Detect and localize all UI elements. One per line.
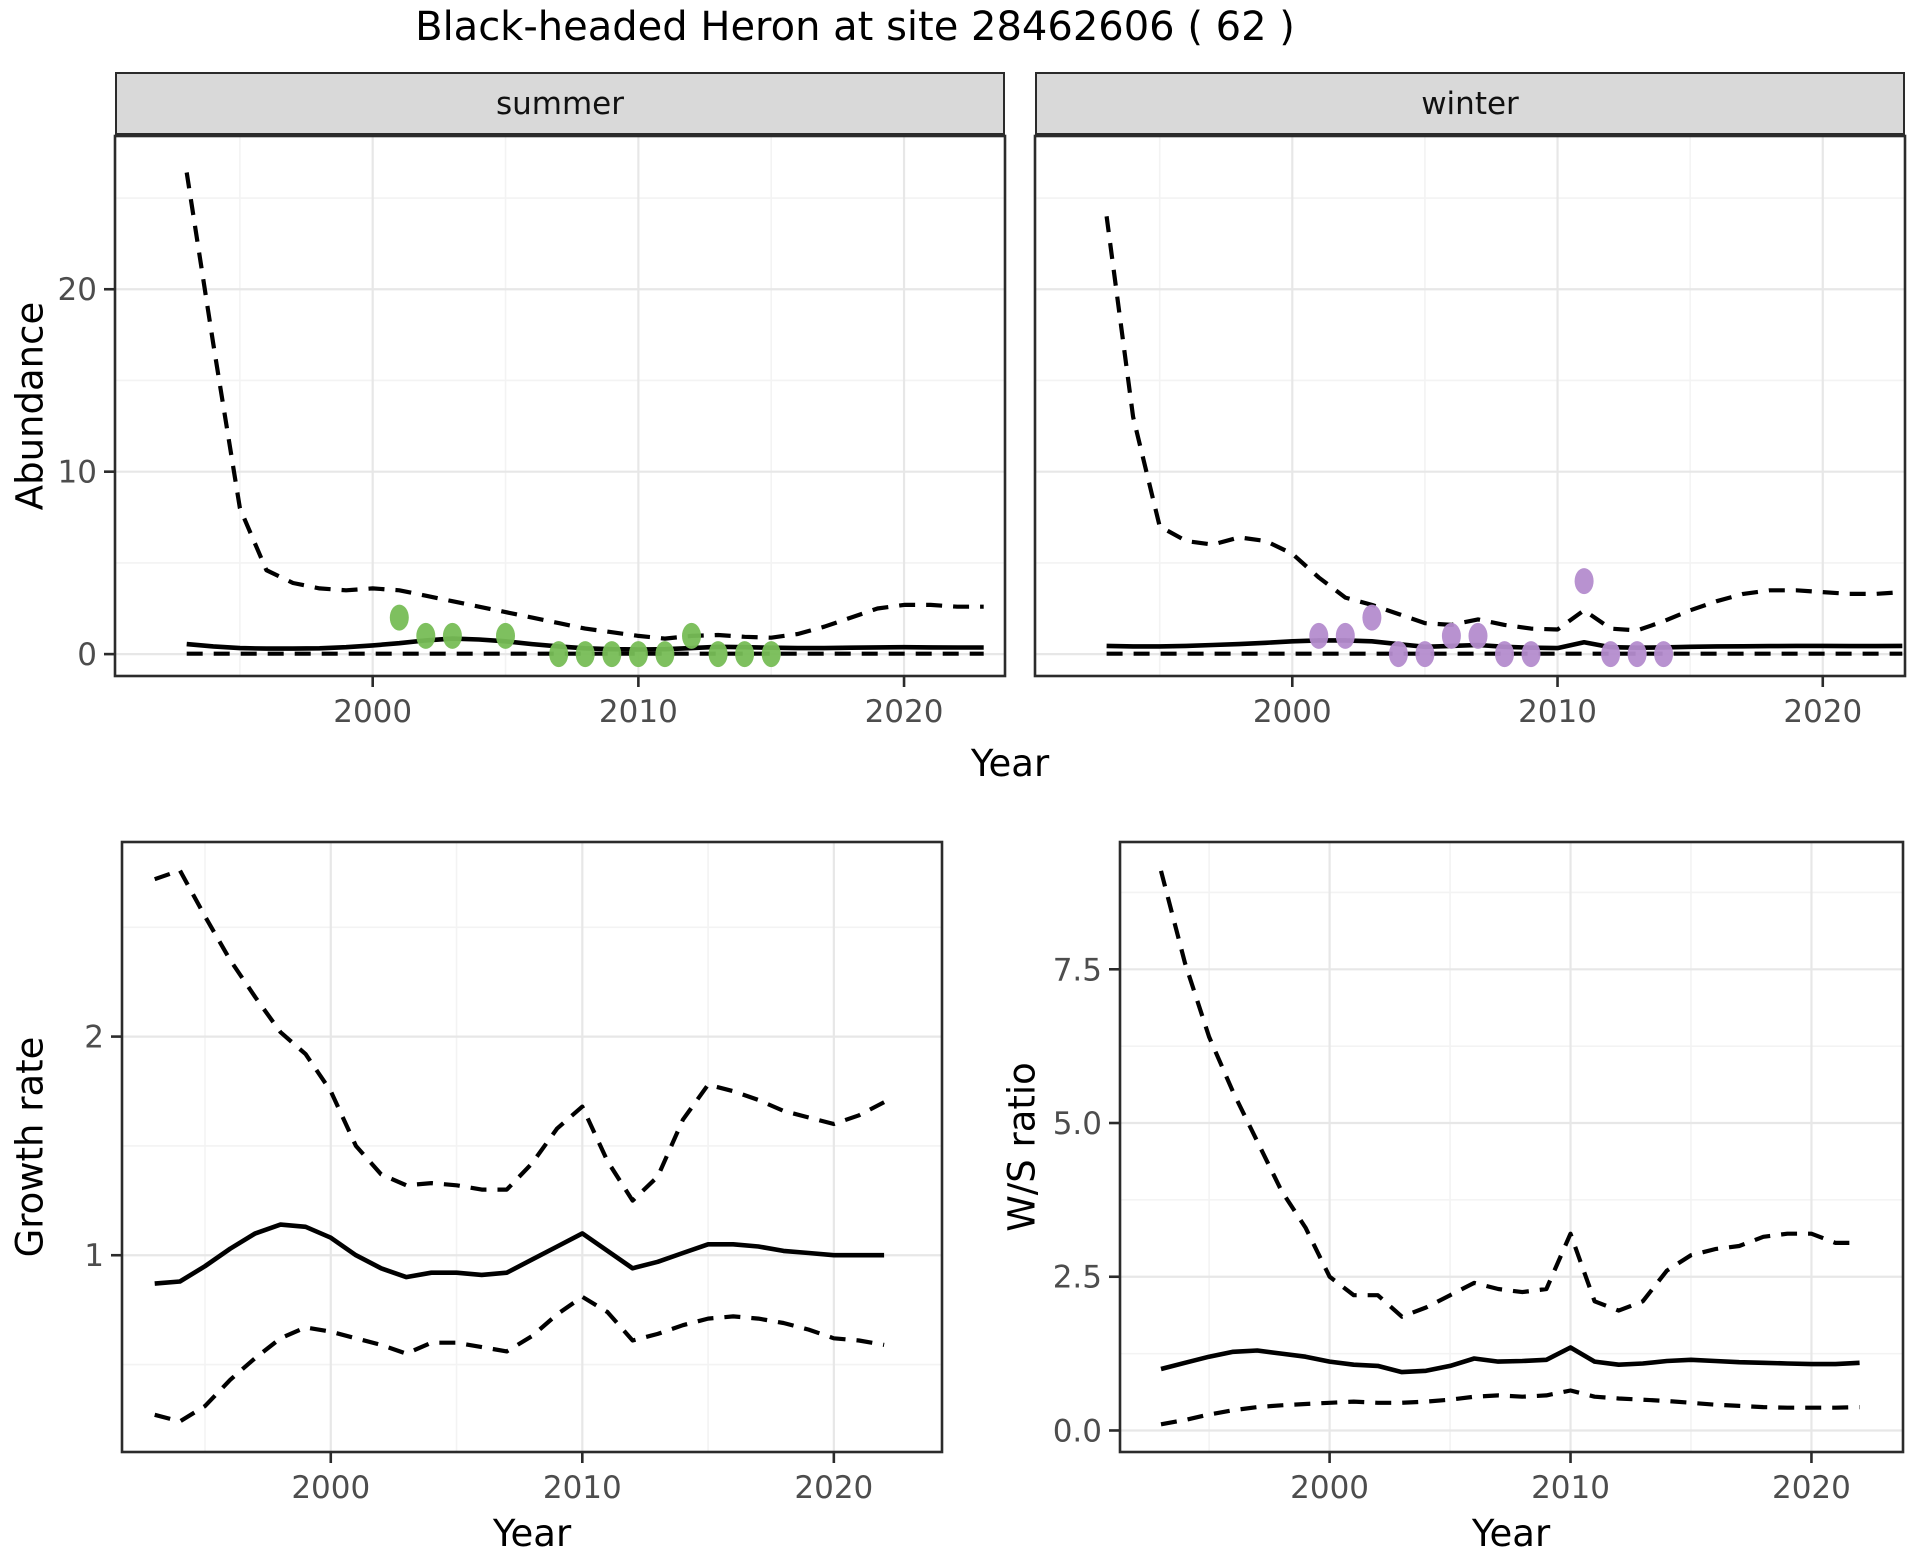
top-x-axis-title: Year <box>970 742 1050 785</box>
observation-point <box>1309 622 1329 649</box>
observation-point <box>1574 568 1594 595</box>
ws-x-axis-title: Year <box>1471 1512 1551 1555</box>
facet-strip-summer: summer <box>115 72 1005 135</box>
y-tick-label: 0 <box>77 637 97 673</box>
panel-background-growth <box>122 842 942 1452</box>
x-tick-label: 2000 <box>333 694 412 730</box>
y-tick-label: 2 <box>84 1020 104 1056</box>
y-tick-label: 1 <box>84 1238 104 1274</box>
observation-point <box>1521 641 1541 668</box>
observation-point <box>1495 641 1514 668</box>
facet-strip-winter-label: winter <box>1421 85 1519 122</box>
panel-border-ws <box>1118 840 1905 1454</box>
observation-point <box>1601 641 1621 668</box>
growth-x-axis-title: Year <box>492 1512 572 1555</box>
observation-point <box>761 641 781 668</box>
facet-strip-winter: winter <box>1035 72 1905 135</box>
x-tick-label: 2010 <box>1531 1470 1610 1506</box>
facet-strip-summer-label: summer <box>495 85 624 122</box>
observation-point <box>708 641 728 668</box>
observation-point <box>1441 622 1461 649</box>
panel-border-growth <box>120 840 944 1454</box>
series-upper_ci <box>154 868 886 1203</box>
observation-point <box>1627 641 1647 668</box>
observation-point <box>602 641 622 668</box>
y-tick-label: 2.5 <box>1053 1260 1102 1296</box>
x-tick-label: 2010 <box>543 1470 622 1506</box>
series-median <box>154 1222 885 1286</box>
x-tick-label: 2000 <box>1290 1470 1369 1506</box>
observation-point <box>1415 641 1435 668</box>
series-lower_ci <box>1160 1388 1860 1427</box>
panel-border-summer <box>113 134 1007 678</box>
growth-rate-axis-title: Growth rate <box>8 1036 52 1258</box>
observation-point <box>735 641 755 668</box>
series-lower_ci <box>154 1294 885 1424</box>
observation-point <box>682 622 701 649</box>
observation-point <box>1362 604 1382 631</box>
x-tick-label: 2010 <box>1518 694 1597 730</box>
observation-point <box>1388 641 1408 668</box>
y-tick-label: 10 <box>58 455 97 491</box>
observation-point <box>416 622 436 649</box>
observation-point <box>442 622 462 649</box>
observation-point <box>1335 622 1355 649</box>
panel-border-winter <box>1033 134 1907 678</box>
panel-background-winter <box>1035 136 1905 676</box>
observation-point <box>549 641 569 668</box>
x-tick-label: 2010 <box>599 694 678 730</box>
ws-ratio-axis-title: W/S ratio <box>1000 1062 1044 1232</box>
series-median <box>1160 1345 1860 1375</box>
panel-background-summer <box>115 136 1005 676</box>
series-upper_ci <box>1158 870 1860 1319</box>
observation-point <box>575 641 595 668</box>
x-tick-label: 2020 <box>865 694 944 730</box>
x-tick-label: 2020 <box>794 1470 873 1506</box>
observation-point <box>389 604 409 631</box>
x-tick-label: 2020 <box>1772 1470 1851 1506</box>
observation-point <box>1468 622 1488 649</box>
observation-point <box>628 641 648 668</box>
y-tick-label: 5.0 <box>1053 1106 1102 1142</box>
observation-point <box>1654 641 1674 668</box>
series-upper_ci <box>1104 216 1903 633</box>
series-upper_ci <box>184 172 984 641</box>
abundance-axis-title: Abundance <box>8 301 52 511</box>
observation-point <box>496 622 515 649</box>
plot-title: Black-headed Heron at site 28462606 ( 62… <box>415 4 1295 50</box>
x-tick-label: 2000 <box>291 1470 370 1506</box>
y-tick-label: 0.0 <box>1053 1413 1102 1449</box>
x-tick-label: 2020 <box>1783 694 1862 730</box>
x-tick-label: 2000 <box>1253 694 1332 730</box>
observation-point <box>655 641 675 668</box>
y-tick-label: 20 <box>58 272 97 308</box>
y-tick-label: 7.5 <box>1053 952 1102 988</box>
